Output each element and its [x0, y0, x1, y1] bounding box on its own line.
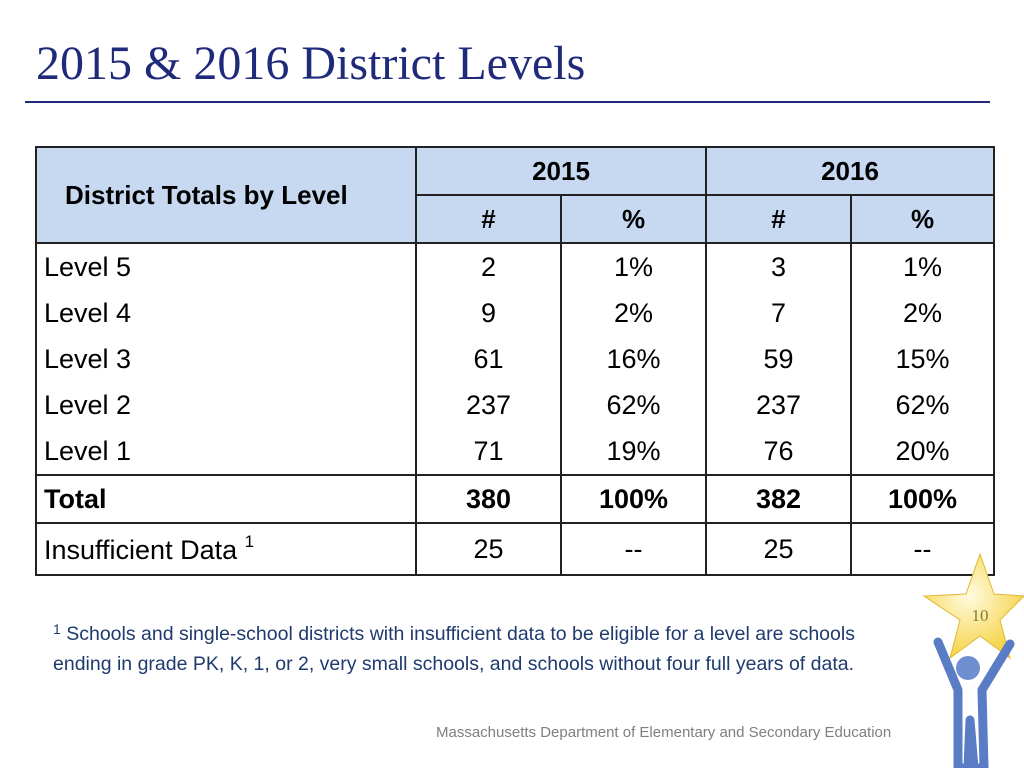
footnote-text: Schools and single-school districts with…: [53, 623, 855, 675]
cell: 2: [415, 243, 562, 290]
row-label: Level 5: [35, 243, 417, 290]
header-row: District Totals by Level 2015 2016: [35, 146, 995, 244]
title-rule: [25, 101, 990, 103]
level-row: Level 2 237 62% 237 62%: [35, 382, 995, 428]
subcolumn-header: %: [560, 194, 707, 244]
subcolumn-header: #: [705, 194, 852, 244]
subcolumn-header: %: [850, 194, 995, 244]
footnote-marker: 1: [53, 621, 61, 637]
year-header: 2015: [415, 146, 707, 196]
cell: 382: [705, 474, 852, 524]
row-label: Level 1: [35, 428, 417, 475]
cell: 1%: [560, 243, 707, 290]
row-label: Level 3: [35, 336, 417, 382]
cell: 237: [705, 382, 852, 428]
cell: 61: [415, 336, 562, 382]
cell: 16%: [560, 336, 707, 382]
cell: 15%: [850, 336, 995, 382]
row-label: Level 4: [35, 290, 417, 336]
insufficient-row: Insufficient Data 1 25 -- 25 --: [35, 523, 995, 576]
cell: 25: [415, 523, 562, 576]
level-row: Level 1 71 19% 76 20%: [35, 428, 995, 475]
cell: 100%: [560, 474, 707, 524]
year-header: 2016: [705, 146, 995, 196]
levels-table: District Totals by Level 2015 2016 #% #% Leve…: [35, 146, 995, 576]
cell: 59: [705, 336, 852, 382]
cell: 25: [705, 523, 852, 576]
cell: 71: [415, 428, 562, 475]
header-row: #% #%: [36, 194, 995, 244]
cell: 9: [415, 290, 562, 336]
cell: 1%: [850, 243, 995, 290]
cell: 62%: [850, 382, 995, 428]
label-text: Insufficient Data: [44, 535, 238, 565]
cell: 19%: [560, 428, 707, 475]
cell: 380: [415, 474, 562, 524]
cell: --: [560, 523, 707, 576]
level-row: Level 4 9 2% 7 2%: [35, 290, 995, 336]
cell: 2%: [850, 290, 995, 336]
row-label-header: District Totals by Level: [35, 146, 417, 244]
row-label: Total: [35, 474, 417, 524]
level-row: Level 5 2 1% 3 1%: [35, 243, 995, 290]
cell: 3: [705, 243, 852, 290]
star-figure: [922, 552, 1024, 768]
cell: 62%: [560, 382, 707, 428]
cell: 7: [705, 290, 852, 336]
row-label: Level 2: [35, 382, 417, 428]
cell: 100%: [850, 474, 995, 524]
slide-title: 2015 & 2016 District Levels: [36, 37, 586, 90]
subcolumn-header: #: [415, 194, 562, 244]
cell: 237: [415, 382, 562, 428]
cell: 2%: [560, 290, 707, 336]
level-row: Level 3 61 16% 59 15%: [35, 336, 995, 382]
cell: 20%: [850, 428, 995, 475]
row-label: Insufficient Data 1: [35, 523, 417, 576]
cell: 76: [705, 428, 852, 475]
footer: Massachusetts Department of Elementary a…: [436, 724, 892, 741]
page-number: 10: [971, 606, 989, 625]
footnote: 1 Schools and single-school districts wi…: [53, 614, 913, 679]
cell: --: [850, 523, 995, 576]
total-row: Total 380 100% 382 100%: [35, 474, 995, 524]
footnote-marker: 1: [244, 532, 255, 551]
